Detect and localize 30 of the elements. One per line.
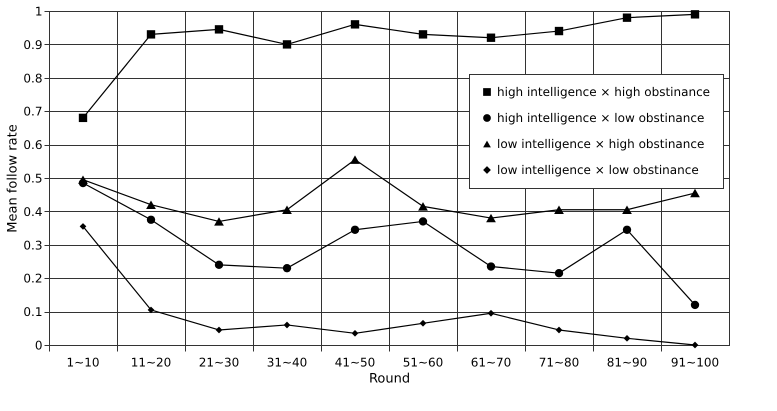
point bbox=[486, 214, 496, 222]
x-tick-label: 41~50 bbox=[334, 356, 376, 370]
x-tick-label: 31~40 bbox=[266, 356, 308, 370]
x-tick-label: 91~100 bbox=[670, 356, 720, 370]
point bbox=[690, 10, 700, 19]
x-tick-label: 21~30 bbox=[198, 356, 240, 370]
y-tick-label: 0.9 bbox=[23, 38, 42, 52]
y-tick-label: 0.1 bbox=[23, 305, 42, 320]
y-tick-label: 0.4 bbox=[23, 204, 42, 219]
legend-label: low intelligence × low obstinance bbox=[497, 163, 699, 177]
x-tick-label: 51~60 bbox=[402, 356, 444, 370]
y-tick-label: 0.6 bbox=[23, 138, 42, 152]
x-tick-label: 11~20 bbox=[130, 356, 172, 370]
legend-label: high intelligence × low obstinance bbox=[497, 111, 704, 125]
y-tick-label: 0.8 bbox=[23, 71, 42, 86]
y-tick-label: 0.3 bbox=[23, 238, 42, 252]
y-axis-title: Mean follow rate bbox=[5, 124, 20, 233]
x-tick-label: 81~90 bbox=[606, 356, 648, 370]
y-tick-label: 0 bbox=[34, 338, 42, 352]
x-tick-label: 1~10 bbox=[66, 356, 100, 370]
x-axis-title: Round bbox=[368, 372, 410, 386]
legend-label: low intelligence × high obstinance bbox=[497, 137, 704, 151]
x-tick-label: 71~80 bbox=[538, 356, 580, 370]
y-tick-label: 1 bbox=[34, 4, 42, 18]
x-tick-label: 61~70 bbox=[470, 356, 512, 370]
point bbox=[690, 188, 700, 198]
y-tick-label: 0.7 bbox=[23, 104, 42, 119]
y-tick-label: 0.5 bbox=[23, 172, 42, 186]
legend-label: high intelligence × high obstinance bbox=[497, 85, 710, 99]
y-tick-label: 0.2 bbox=[23, 272, 42, 286]
